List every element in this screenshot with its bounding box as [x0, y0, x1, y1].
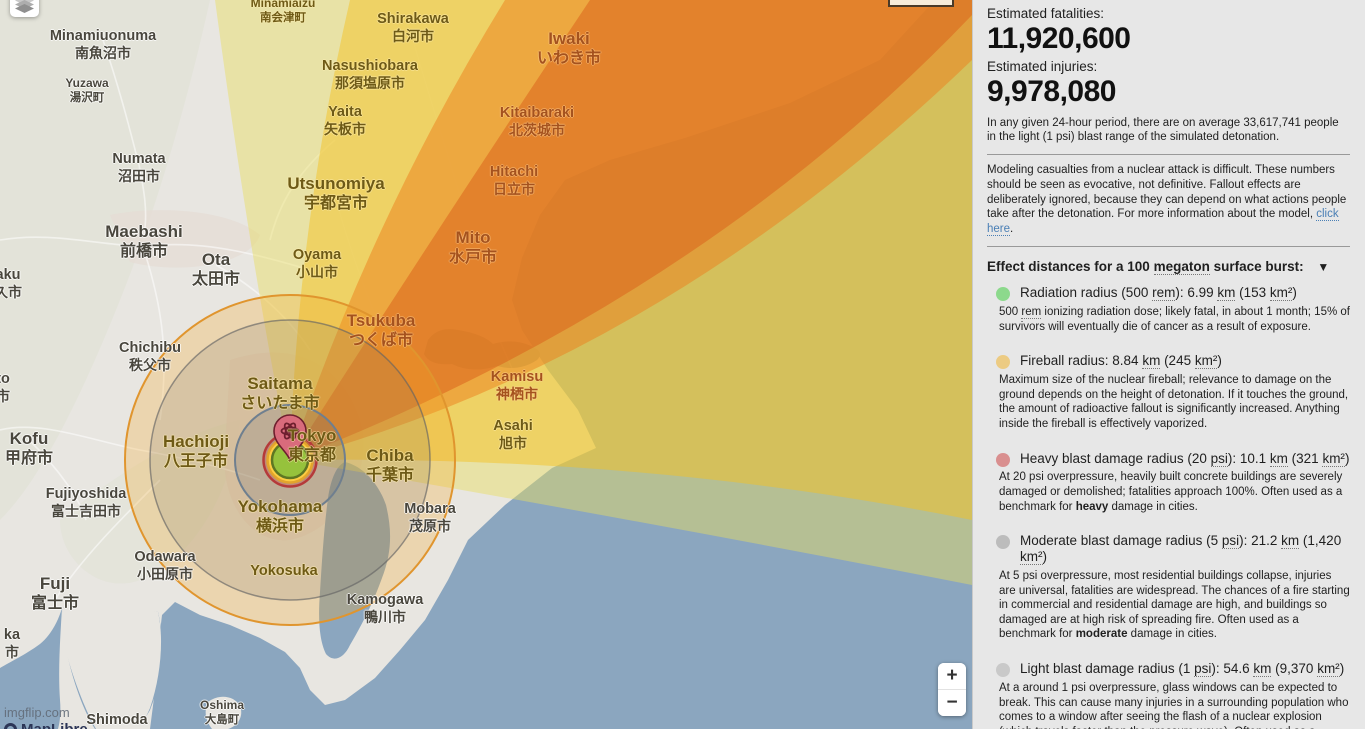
atom-icon — [280, 422, 300, 440]
fallout-contour-core — [290, 0, 972, 460]
detonation-pin[interactable] — [273, 414, 307, 463]
effect-description: At a around 1 psi overpressure, glass wi… — [999, 681, 1349, 729]
model-note: Modeling casualties from a nuclear attac… — [987, 164, 1347, 237]
effect-item: Light blast damage radius (1 psi): 54.6 … — [987, 661, 1350, 729]
fatalities-value: 11,920,600 — [987, 22, 1131, 56]
zoom-divider — [938, 689, 966, 690]
effect-item: Heavy blast damage radius (20 psi): 10.1… — [987, 450, 1350, 515]
oshima-island — [205, 696, 242, 729]
divider — [987, 245, 1350, 247]
effect-title: Light blast damage radius (1 psi): 54.6 … — [1020, 661, 1345, 678]
model-info-link[interactable]: click here — [987, 208, 1339, 237]
effect-title: Moderate blast damage radius (5 psi): 21… — [1020, 533, 1342, 566]
effect-item: Fireball radius: 8.84 km (245 km²) Maximu… — [987, 353, 1350, 431]
izu-peninsula — [62, 602, 162, 729]
cropped-control-box[interactable] — [888, 0, 954, 7]
zoom-in-button[interactable]: + — [938, 663, 966, 689]
collapse-toggle[interactable]: ▼ — [1317, 259, 1330, 274]
effects-list: Radiation radius (500 rem): 6.99 km (153… — [987, 285, 1350, 729]
effect-color-dot — [996, 452, 1010, 467]
effect-description: 500 rem ionizing radiation dose; likely … — [999, 306, 1350, 333]
fallout-plume — [215, 0, 972, 585]
effect-title: Radiation radius (500 rem): 6.99 km (153… — [1020, 285, 1297, 302]
layers-button[interactable] — [10, 0, 39, 17]
effect-color-dot — [996, 355, 1010, 370]
effect-description: At 20 psi overpressure, heavily built co… — [999, 471, 1343, 513]
maplibre-icon — [4, 723, 17, 729]
daily-population-note: In any given 24-hour period, there are o… — [987, 116, 1339, 144]
effects-heading: Effect distances for a 100 megaton surfa… — [987, 258, 1330, 275]
maplibre-logo[interactable]: MapLibre — [4, 721, 88, 729]
watermark: imgflip.com — [4, 705, 70, 720]
injuries-label: Estimated injuries: — [987, 58, 1098, 74]
effect-description: Maximum size of the nuclear fireball; re… — [999, 374, 1349, 430]
results-sidebar: Estimated fatalities: 11,920,600 Estimat… — [972, 0, 1365, 729]
effect-description: At 5 psi overpressure, most residential … — [999, 570, 1350, 641]
map-canvas[interactable]: Minamiuonuma 南魚沼市 Yuzawa 湯沢町 Numata 沼田市 Maebas… — [0, 0, 972, 729]
map-graphics — [0, 0, 972, 729]
effect-item: Radiation radius (500 rem): 6.99 km (153… — [987, 285, 1350, 334]
effect-color-dot — [996, 535, 1010, 550]
divider — [987, 154, 1350, 156]
effect-title: Heavy blast damage radius (20 psi): 10.1… — [1020, 450, 1350, 467]
map-zoom-control: + − — [938, 663, 966, 716]
effect-item: Moderate blast damage radius (5 psi): 21… — [987, 533, 1350, 642]
layers-icon — [15, 0, 34, 13]
effect-title: Fireball radius: 8.84 km (245 km²) — [1020, 353, 1222, 370]
zoom-out-button[interactable]: − — [938, 690, 966, 716]
fatalities-label: Estimated fatalities: — [987, 6, 1105, 21]
effect-color-dot — [996, 287, 1010, 302]
injuries-value: 9,978,080 — [987, 75, 1116, 109]
effect-color-dot — [996, 663, 1010, 678]
